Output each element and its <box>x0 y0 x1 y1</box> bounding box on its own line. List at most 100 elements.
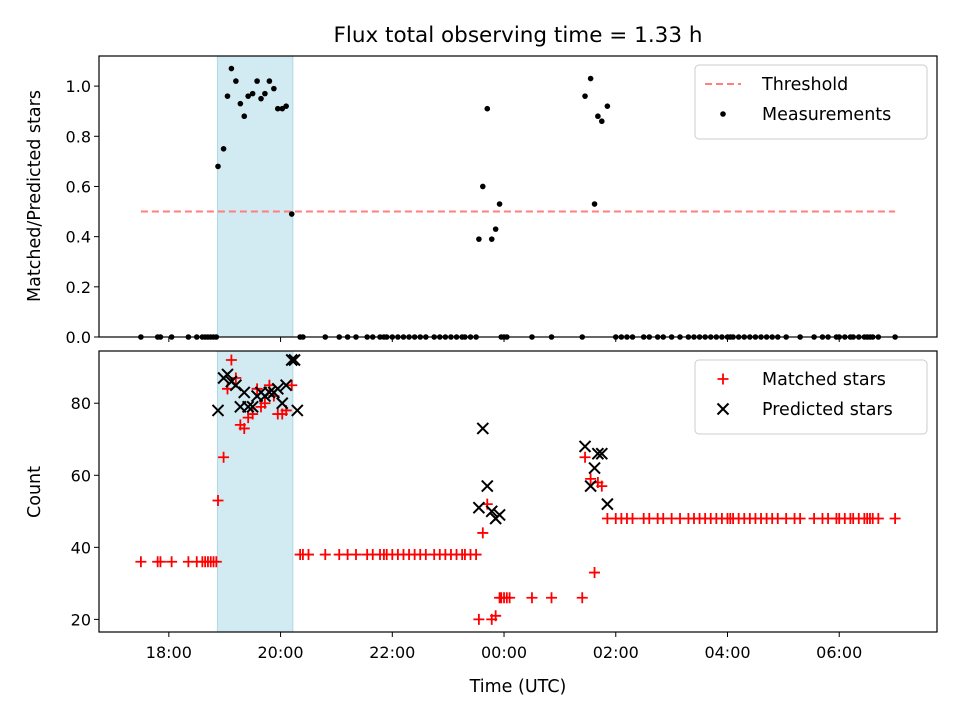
matched-star-point <box>596 480 608 492</box>
top-shaded-interval <box>216 55 294 338</box>
measurement-point <box>271 85 277 92</box>
y-tick-label: 0.0 <box>66 328 91 347</box>
measurement-point <box>258 95 264 102</box>
y-tick-label: 80 <box>71 394 91 413</box>
predicted-star-point <box>285 353 298 367</box>
measurement-point <box>262 90 268 97</box>
measurement-point <box>274 105 281 112</box>
predicted-star-point <box>584 479 597 493</box>
measurement-point <box>288 211 295 217</box>
measurement-point <box>480 183 486 190</box>
measurement-point <box>488 236 495 242</box>
predicted-star-point <box>279 379 293 392</box>
measurement-point <box>591 201 598 207</box>
measurement-point <box>224 93 231 99</box>
bottom-points-layer <box>135 353 901 625</box>
matched-star-point <box>259 397 271 409</box>
matched-star-point <box>135 556 147 568</box>
matched-star-point <box>225 354 237 366</box>
y-tick-label: 1.0 <box>66 77 91 96</box>
measurement-point <box>283 103 289 109</box>
y-tick-label: 0.6 <box>66 177 91 196</box>
legend-label: Matched stars <box>762 370 886 390</box>
y-tick-label: 60 <box>71 466 91 485</box>
measurement-point <box>492 226 499 232</box>
measurement-point <box>595 113 601 120</box>
y-tick-label: 0.4 <box>66 228 91 247</box>
measurement-point <box>233 78 239 84</box>
top-y-ticks: 0.0 0.2 0.4 0.6 0.8 1.0 <box>66 77 99 347</box>
matched-star-point <box>526 592 538 604</box>
measurement-point <box>215 163 221 170</box>
y-tick-label: 0.8 <box>66 127 91 146</box>
legend-label: Measurements <box>762 105 891 125</box>
bottom-legend: Matched stars Predicted stars <box>694 359 928 435</box>
matched-star-point <box>477 527 489 539</box>
legend-label: Threshold <box>761 75 848 95</box>
matched-star-point <box>319 549 331 561</box>
predicted-star-point <box>263 386 276 399</box>
x-axis-label: Time (UTC) <box>469 677 567 697</box>
predicted-star-point <box>276 397 289 410</box>
matched-star-point <box>490 610 502 622</box>
measurement-point <box>484 105 491 112</box>
predicted-star-point <box>288 353 301 367</box>
bottom-y-axis-label: Count <box>25 466 45 518</box>
predicted-star-point <box>481 479 494 493</box>
measurement-point <box>496 201 503 207</box>
measurement-point <box>237 100 244 107</box>
top-legend: Threshold Measurements <box>694 64 928 140</box>
matched-star-point <box>166 556 178 568</box>
x-tick-label: 06:00 <box>816 643 862 662</box>
matched-star-point <box>154 556 166 568</box>
matched-star-point <box>589 567 601 579</box>
bot-legend-box <box>694 359 928 435</box>
predicted-star-point <box>472 501 486 514</box>
x-tick-label: 04:00 <box>704 643 750 662</box>
measurement-point <box>582 93 588 99</box>
predicted-star-point <box>241 400 255 414</box>
x-tick-label: 00:00 <box>481 643 527 662</box>
bottom-y-ticks: 20 40 60 80 <box>71 394 99 629</box>
matched-star-point <box>576 592 588 604</box>
matched-star-point <box>504 592 516 604</box>
predicted-star-point <box>591 447 605 460</box>
matched-star-point <box>212 495 224 507</box>
x-tick-label: 02:00 <box>593 643 639 662</box>
predicted-star-point <box>246 400 259 414</box>
measurement-point <box>587 75 594 82</box>
predicted-star-point <box>271 382 284 396</box>
top-axes-frame <box>98 55 938 338</box>
y-tick-label: 20 <box>71 610 91 629</box>
predicted-star-point <box>588 461 601 475</box>
matched-star-point <box>218 451 230 463</box>
matched-star-point <box>210 556 222 568</box>
matched-star-point <box>872 513 884 525</box>
top-y-axis-label: Matched/Predicted stars <box>25 90 45 302</box>
matched-star-point <box>579 451 591 463</box>
top-x-ticks <box>168 337 840 342</box>
bottom-x-ticks: 18:00 20:00 22:00 00:00 02:00 04:00 06:00 <box>146 632 862 662</box>
matched-star-point <box>794 513 806 525</box>
measurement-point <box>249 90 256 97</box>
legend-label: Predicted stars <box>762 400 893 420</box>
predicted-star-point <box>578 440 592 453</box>
measurement-point <box>254 78 260 84</box>
y-tick-label: 0.2 <box>66 278 91 297</box>
matched-star-point <box>473 613 485 625</box>
x-tick-label: 18:00 <box>146 643 192 662</box>
chart-title: Flux total observing time = 1.33 h <box>334 23 703 48</box>
panel-top: 0.0 0.2 0.4 0.6 0.8 1.0 Matched/Predicted sta… <box>25 55 938 347</box>
matched-star-point <box>546 592 558 604</box>
predicted-star-point <box>221 368 234 381</box>
measurement-point <box>604 103 611 109</box>
legend-measurements-swatch <box>720 111 726 117</box>
x-tick-label: 22:00 <box>369 643 415 662</box>
top-shaded-interval-layer <box>216 55 294 338</box>
x-tick-label: 20:00 <box>258 643 304 662</box>
predicted-star-point <box>211 404 225 417</box>
matched-star-point <box>585 473 597 485</box>
matched-star-point <box>627 513 639 525</box>
predicted-star-point <box>476 422 490 435</box>
predicted-star-point <box>601 497 614 511</box>
